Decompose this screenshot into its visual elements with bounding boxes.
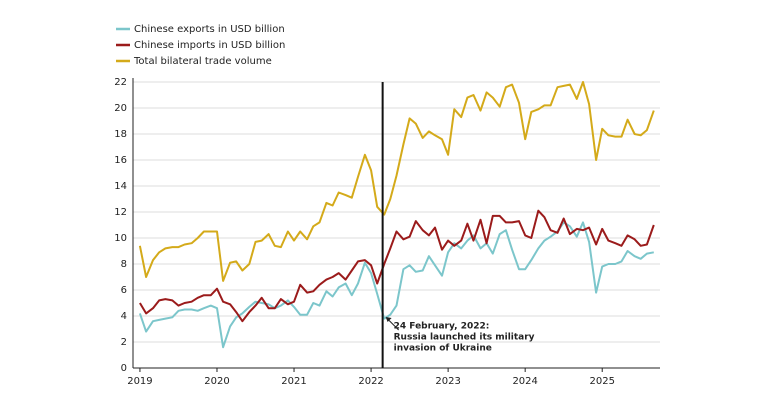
x-tick-label: 2025 [589,376,614,387]
annotation-arrowhead [385,317,392,322]
series-line [138,221,654,349]
annotation-text: invasion of Ukraine [394,344,492,354]
x-tick-label: 2023 [435,376,460,387]
x-tick-label: 2022 [358,376,383,387]
legend-label: Total bilateral trade volume [133,56,272,67]
y-tick-label: 12 [114,207,127,218]
series-line [138,81,655,282]
legend-label: Chinese imports in USD billion [134,40,285,51]
y-tick-label: 20 [114,103,127,114]
x-tick-label: 2021 [281,376,306,387]
y-tick-label: 10 [114,233,127,244]
y-tick-label: 8 [121,259,127,270]
x-tick-label: 2019 [127,376,152,387]
x-tick-label: 2020 [204,376,229,387]
annotation-text: Russia launched its military [394,333,535,343]
y-tick-label: 0 [121,363,127,374]
y-tick-label: 6 [121,285,127,296]
y-tick-label: 2 [121,337,127,348]
y-tick-label: 4 [121,311,127,322]
y-tick-label: 18 [114,129,127,140]
legend-label: Chinese exports in USD billion [134,24,285,35]
y-tick-label: 14 [114,181,127,192]
x-tick-label: 2024 [512,376,537,387]
series-line [139,209,655,323]
y-tick-label: 16 [114,155,127,166]
y-tick-label: 22 [114,77,127,88]
annotation-text: 24 February, 2022: [394,322,490,332]
